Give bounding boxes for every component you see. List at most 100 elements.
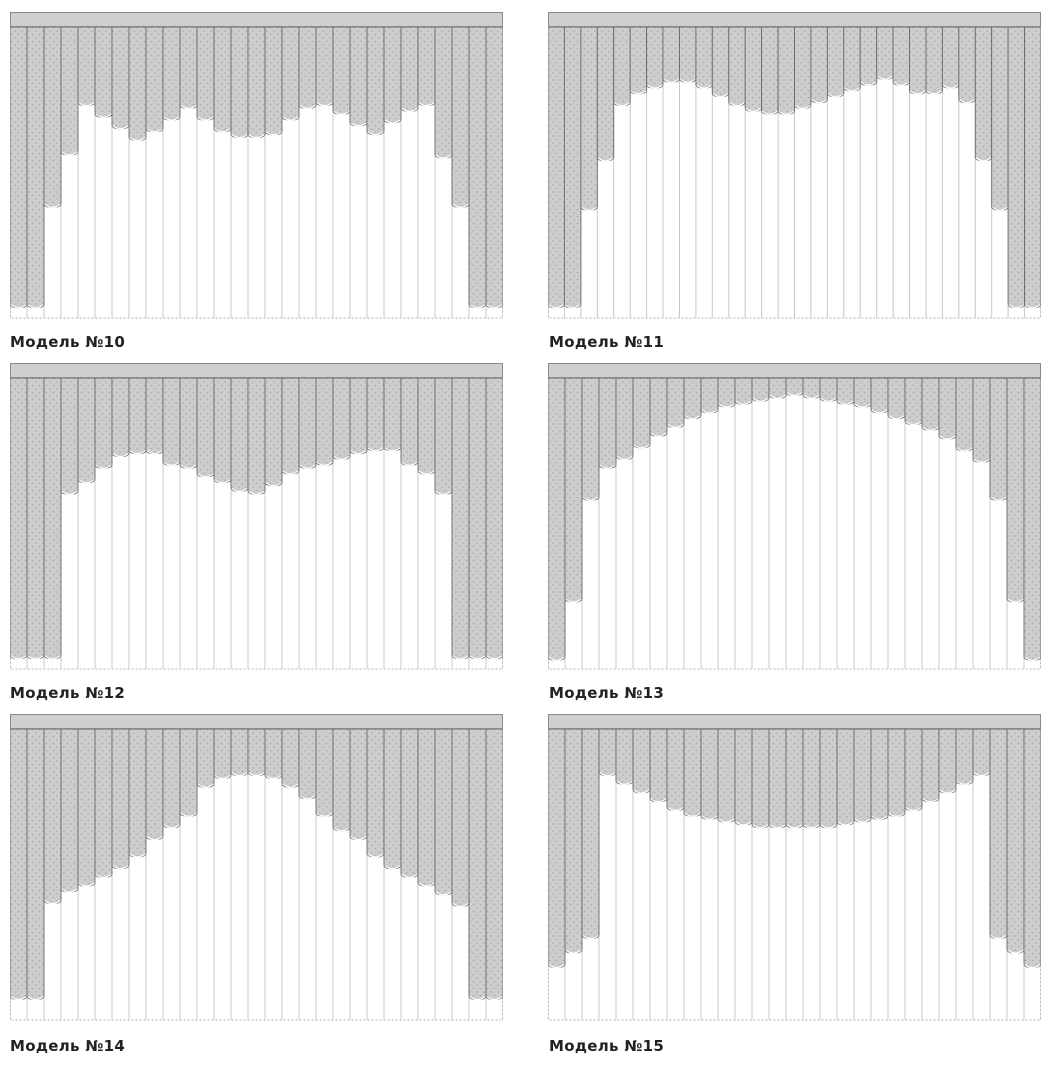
curtain-model-12-drawing bbox=[10, 363, 503, 673]
curtain-slat bbox=[298, 728, 317, 800]
slat-hem bbox=[197, 473, 214, 478]
curtain-slat bbox=[938, 377, 957, 440]
curtain-slat bbox=[1006, 377, 1025, 603]
slat-hem bbox=[248, 490, 265, 495]
slat-hem bbox=[248, 772, 265, 777]
slat-hem bbox=[860, 81, 877, 86]
slat-hem bbox=[752, 824, 769, 829]
curtain-slat bbox=[451, 728, 470, 907]
caption-model-14: Модель №14 bbox=[10, 1037, 126, 1055]
slat-hem bbox=[614, 102, 630, 107]
curtain-slat bbox=[332, 728, 351, 832]
slat-hem bbox=[316, 812, 333, 817]
slat-hem bbox=[27, 655, 44, 660]
slat-hem bbox=[384, 447, 401, 452]
slat-hem bbox=[729, 102, 745, 107]
slat-hem bbox=[992, 206, 1008, 211]
curtain-slat bbox=[853, 377, 872, 408]
slat-hem bbox=[435, 490, 452, 495]
curtain-slat bbox=[162, 377, 181, 466]
slat-hem bbox=[401, 461, 418, 466]
curtain-slat bbox=[921, 377, 940, 431]
curtain-slat bbox=[485, 377, 503, 660]
curtain-slat bbox=[909, 26, 927, 95]
slat-hem bbox=[973, 458, 990, 463]
curtain-slat bbox=[230, 26, 249, 139]
slat-hem bbox=[282, 116, 299, 121]
slat-hem bbox=[163, 824, 180, 829]
slat-hem bbox=[718, 403, 735, 408]
curtain-slat bbox=[1023, 728, 1041, 969]
slat-hem bbox=[679, 78, 696, 83]
curtain-slat bbox=[649, 377, 668, 437]
slat-hem bbox=[214, 775, 231, 780]
curtain-slat bbox=[683, 728, 702, 817]
slat-hem bbox=[61, 151, 78, 156]
slat-hem bbox=[762, 110, 778, 115]
curtain-slat bbox=[213, 728, 232, 779]
slat-hem bbox=[696, 84, 712, 89]
slat-hem bbox=[61, 490, 78, 495]
curtain-slat bbox=[281, 728, 300, 788]
slat-hem bbox=[265, 482, 282, 487]
slat-hem bbox=[163, 461, 180, 466]
slat-hem bbox=[418, 882, 435, 887]
curtain-slat bbox=[836, 728, 855, 826]
curtain-slat bbox=[826, 26, 845, 98]
curtain-slat bbox=[794, 26, 812, 109]
curtain-slat bbox=[695, 26, 713, 89]
slat-hem bbox=[827, 93, 844, 98]
curtain-slat bbox=[615, 728, 634, 785]
slat-hem bbox=[939, 789, 956, 794]
curtain-slat bbox=[761, 26, 779, 115]
slat-hem bbox=[548, 964, 565, 969]
curtain-slat bbox=[179, 728, 198, 817]
slat-hem bbox=[44, 203, 61, 208]
curtain-slat bbox=[700, 377, 719, 414]
curtain-slat bbox=[77, 26, 96, 107]
curtain-slat bbox=[810, 26, 828, 104]
slat-hem bbox=[888, 812, 905, 817]
slat-hem bbox=[316, 102, 333, 107]
curtain-slat bbox=[315, 377, 334, 466]
curtain-slat bbox=[332, 377, 351, 460]
slat-hem bbox=[95, 464, 112, 469]
slat-hem bbox=[811, 99, 827, 104]
curtain-slat bbox=[111, 728, 130, 870]
curtain-slat bbox=[598, 728, 617, 777]
curtain-slat bbox=[247, 26, 266, 139]
curtain-slat bbox=[264, 728, 283, 779]
slat-hem bbox=[905, 421, 922, 426]
curtain-slat bbox=[366, 377, 385, 452]
curtain-slat bbox=[400, 26, 419, 112]
curtain-slat bbox=[972, 728, 991, 777]
slat-hem bbox=[146, 450, 163, 455]
slat-hem bbox=[942, 84, 959, 89]
curtain-slat bbox=[666, 377, 685, 428]
slat-hem bbox=[333, 456, 350, 461]
slat-hem bbox=[112, 865, 129, 870]
slat-hem bbox=[599, 464, 616, 469]
curtain-slat bbox=[230, 728, 249, 777]
slat-hem bbox=[350, 836, 367, 841]
slat-hem bbox=[146, 128, 163, 133]
curtain-slat bbox=[1023, 377, 1041, 661]
slat-hem bbox=[469, 996, 486, 1001]
slat-hem bbox=[231, 488, 248, 493]
curtain-slat bbox=[349, 377, 368, 455]
slat-hem bbox=[61, 888, 78, 893]
curtain-slat bbox=[683, 377, 702, 420]
curtain-slat bbox=[548, 728, 566, 969]
slat-hem bbox=[299, 795, 316, 800]
slat-hem bbox=[718, 818, 735, 823]
curtain-slat bbox=[77, 377, 96, 484]
curtain-slat bbox=[332, 26, 351, 115]
curtain-slat bbox=[26, 26, 45, 309]
slat-hem bbox=[44, 655, 61, 660]
curtain-slat bbox=[751, 377, 770, 402]
curtain-slat bbox=[580, 26, 598, 211]
curtain-slat bbox=[145, 377, 164, 455]
slat-hem bbox=[565, 598, 582, 603]
curtain-slat bbox=[281, 26, 300, 121]
slat-hem bbox=[10, 996, 27, 1001]
